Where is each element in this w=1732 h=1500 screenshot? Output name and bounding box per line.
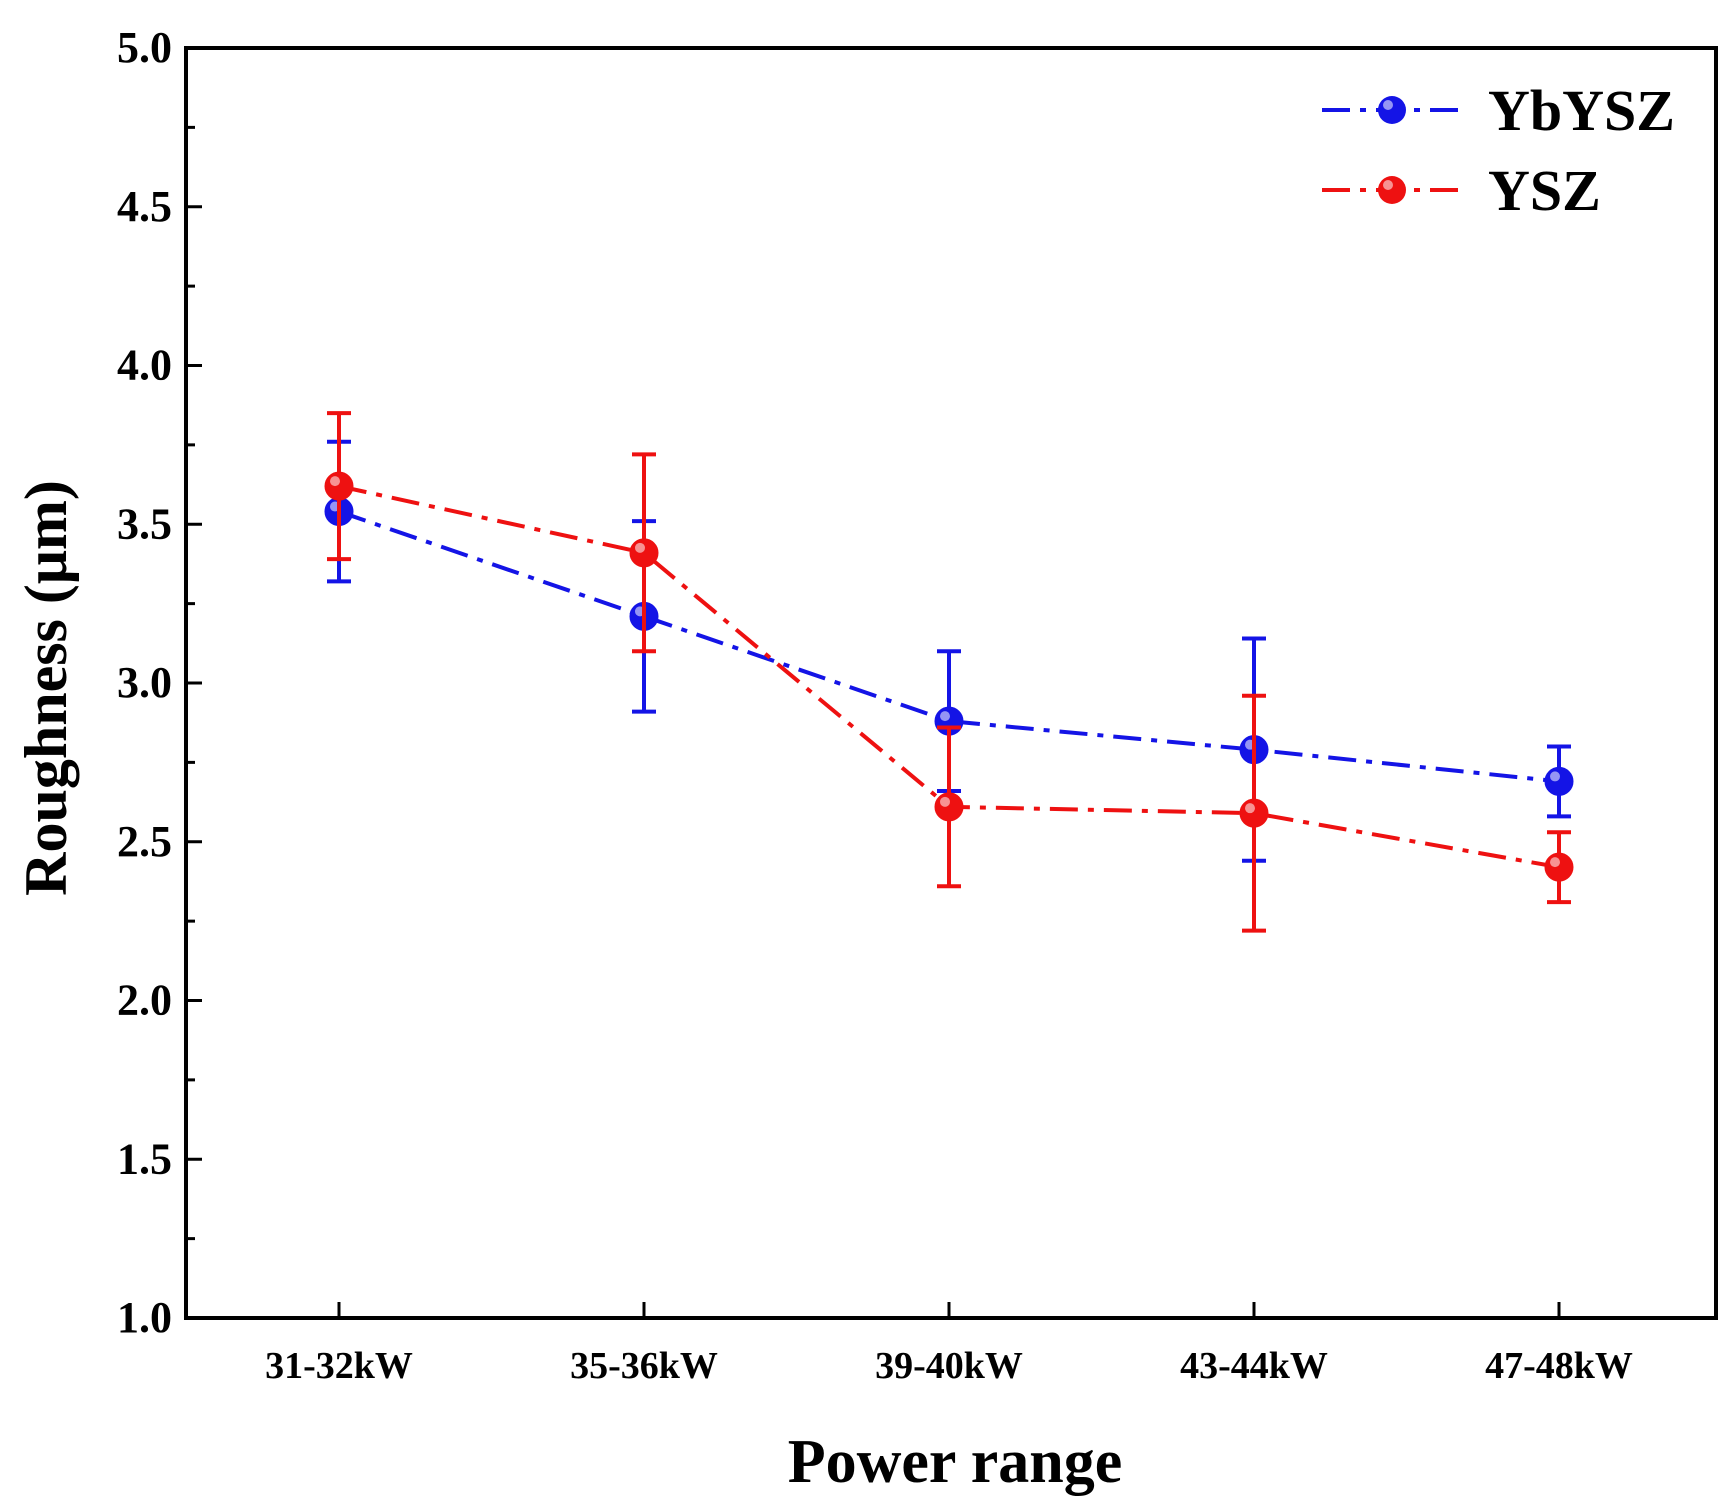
series-line xyxy=(338,509,1560,784)
x-tick-label: 43-44kW xyxy=(1180,1345,1328,1387)
data-point xyxy=(1544,852,1574,882)
legend: YbYSZ YSZ xyxy=(1322,78,1675,223)
x-tick-label: 31-32kW xyxy=(265,1345,413,1387)
legend-label: YSZ xyxy=(1488,158,1601,223)
data-point-highlight xyxy=(940,711,950,722)
legend-marker xyxy=(1378,176,1406,204)
y-tick-label: 3.5 xyxy=(117,499,172,548)
legend-marker-highlight xyxy=(1383,100,1393,110)
y-tick-label: 2.0 xyxy=(117,976,172,1025)
data-point-highlight xyxy=(1245,803,1255,814)
y-tick-label: 1.5 xyxy=(117,1134,172,1183)
x-tick-label: 47-48kW xyxy=(1485,1345,1633,1387)
y-tick-label: 4.5 xyxy=(117,182,172,231)
x-axis-title: Power range xyxy=(788,1428,1123,1496)
series-layer xyxy=(324,411,1574,933)
legend-item-ybysz: YbYSZ xyxy=(1322,78,1675,143)
y-tick-label: 1.0 xyxy=(117,1293,172,1342)
data-point-highlight xyxy=(635,542,645,553)
data-point-highlight xyxy=(1550,857,1560,868)
axes: 1.0 1.5 2.0 2.5 3.0 3.5 4.0 4.5 5.0 31-32kW 35-36k… xyxy=(117,23,1718,1387)
data-point xyxy=(1239,798,1269,828)
data-point xyxy=(934,792,964,822)
data-point xyxy=(324,471,354,501)
y-tick-label: 2.5 xyxy=(117,817,172,866)
series-ysz xyxy=(324,411,1574,933)
y-axis-title: Roughness (μm) xyxy=(13,480,79,896)
legend-item-ysz: YSZ xyxy=(1322,158,1601,223)
legend-marker xyxy=(1378,96,1406,124)
y-tick-label: 3.0 xyxy=(117,658,172,707)
data-point-highlight xyxy=(330,476,340,487)
data-point xyxy=(629,538,659,568)
x-tick-label: 39-40kW xyxy=(875,1345,1023,1387)
y-tick-label: 4.0 xyxy=(117,341,172,390)
y-tick-label: 5.0 xyxy=(117,23,172,72)
data-point xyxy=(1544,766,1574,796)
data-point-highlight xyxy=(1550,771,1560,782)
legend-marker-highlight xyxy=(1383,180,1393,190)
data-point-highlight xyxy=(940,796,950,807)
x-tick-label: 35-36kW xyxy=(570,1345,718,1387)
legend-label: YbYSZ xyxy=(1488,78,1675,143)
